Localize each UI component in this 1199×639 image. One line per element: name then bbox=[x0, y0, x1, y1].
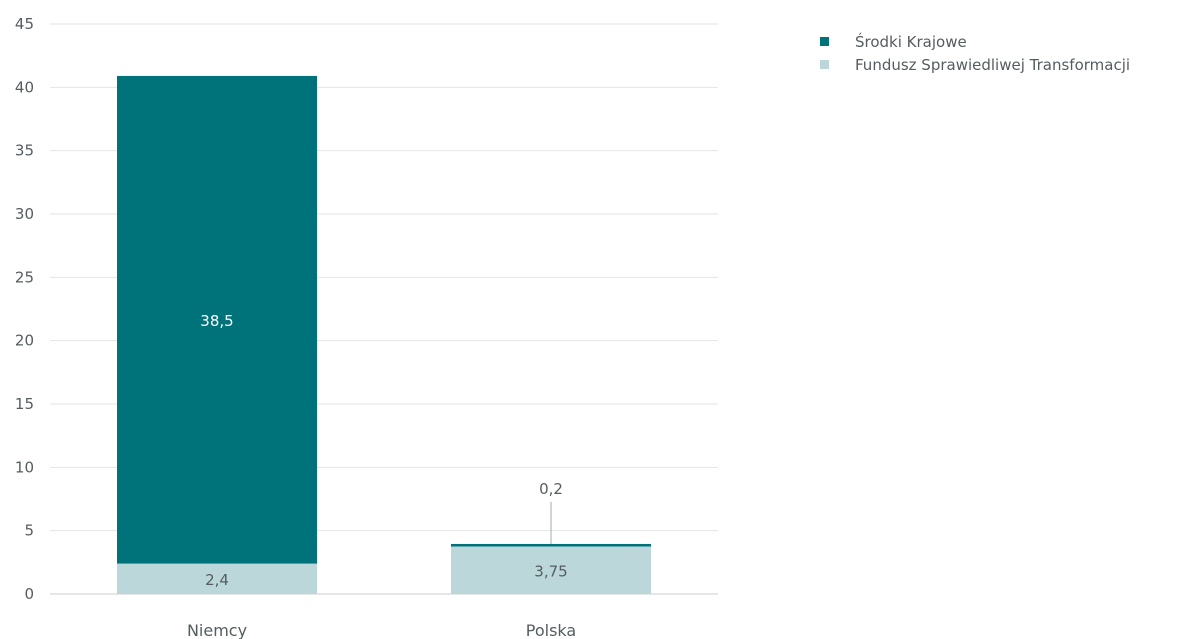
legend-swatch-srodki-krajowe bbox=[820, 37, 829, 46]
chart-legend: Środki Krajowe Fundusz Sprawiedliwej Tra… bbox=[820, 30, 1130, 76]
bar-segment-niemcy-0 bbox=[117, 563, 317, 594]
bar-segment-niemcy-1 bbox=[117, 75, 317, 564]
legend-label-fundusz: Fundusz Sprawiedliwej Transformacji bbox=[855, 55, 1131, 74]
data-label: 0,2 bbox=[539, 480, 563, 498]
bar-segment-polska-0 bbox=[451, 546, 651, 594]
data-label: 2,4 bbox=[205, 571, 229, 589]
y-tick-label: 5 bbox=[24, 522, 34, 540]
x-category-label: Polska bbox=[526, 621, 576, 639]
y-tick-label: 25 bbox=[15, 268, 34, 286]
y-tick-label: 30 bbox=[15, 205, 34, 223]
legend-item-srodki-krajowe: Środki Krajowe bbox=[820, 30, 1130, 53]
y-tick-label: 0 bbox=[24, 585, 34, 603]
y-tick-label: 45 bbox=[15, 15, 34, 33]
y-tick-label: 15 bbox=[15, 395, 34, 413]
y-tick-label: 10 bbox=[15, 458, 34, 476]
data-label: 38,5 bbox=[200, 312, 233, 330]
data-label: 3,75 bbox=[534, 562, 567, 580]
y-tick-label: 40 bbox=[15, 78, 34, 96]
legend-swatch-fundusz bbox=[820, 60, 829, 69]
stacked-bar-chart: 0 5 10 15 20 25 30 35 40 45 2,4 38,5 Niemcy 3,75 0,2 Po… bbox=[15, 15, 718, 639]
y-tick-label: 20 bbox=[15, 332, 34, 350]
bar-segment-polska-1 bbox=[451, 543, 651, 547]
legend-label-srodki-krajowe: Środki Krajowe bbox=[855, 32, 967, 51]
y-tick-label: 35 bbox=[15, 142, 34, 160]
legend-item-fundusz: Fundusz Sprawiedliwej Transformacji bbox=[820, 53, 1130, 76]
x-category-label: Niemcy bbox=[187, 621, 247, 639]
